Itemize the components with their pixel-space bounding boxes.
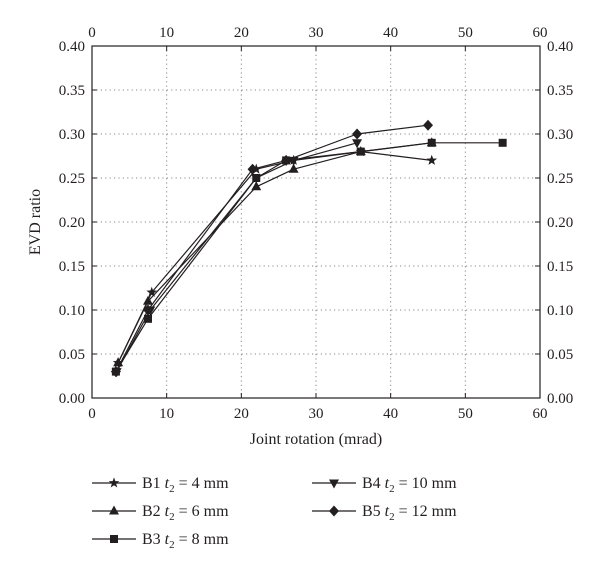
y-tick-label: 0.30 [59, 127, 85, 143]
x-tick-label-top: 20 [234, 25, 249, 41]
series-group [110, 119, 507, 378]
y-tick-label-right: 0.30 [547, 127, 573, 143]
series-line [115, 142, 503, 372]
series-5 [110, 119, 433, 378]
y-tick-label: 0.05 [59, 347, 85, 363]
legend-marker [110, 535, 118, 543]
y-tick-label-right: 0.15 [547, 259, 573, 275]
data-point [352, 139, 363, 149]
series-1 [112, 146, 438, 368]
y-tick-label: 0.20 [59, 215, 85, 231]
x-tick-label-top: 60 [533, 25, 548, 41]
data-point [143, 304, 153, 316]
y-tick-label: 0.10 [59, 303, 85, 319]
x-tick-label: 0 [88, 406, 96, 422]
series-4 [111, 139, 363, 378]
data-point [247, 163, 258, 175]
data-point [352, 128, 363, 140]
data-point [498, 138, 507, 147]
legend-marker [329, 505, 339, 517]
legend-label: B5 t2 = 12 mm [362, 503, 457, 523]
x-axis-title: Joint rotation (mrad) [250, 431, 382, 448]
x-tick-label-top: 50 [458, 25, 473, 41]
data-point [143, 295, 153, 305]
y-tick-label-right: 0.35 [547, 83, 573, 99]
x-tick-label: 20 [234, 406, 249, 422]
series-line [116, 142, 358, 372]
x-tick-label: 60 [533, 406, 548, 422]
series-line [117, 151, 432, 364]
y-tick-label: 0.00 [59, 391, 85, 407]
y-tick-label-right: 0.40 [547, 39, 573, 55]
data-point [427, 138, 436, 147]
x-tick-label-top: 10 [159, 25, 174, 41]
y-tick-label-right: 0.25 [547, 171, 573, 187]
x-tick-label: 50 [458, 406, 473, 422]
x-tick-label-top: 40 [383, 25, 398, 41]
y-tick-label: 0.15 [59, 259, 85, 275]
y-tick-label: 0.25 [59, 171, 85, 187]
x-tick-label: 10 [159, 406, 174, 422]
grid [92, 46, 540, 398]
x-tick-label-top: 0 [88, 25, 96, 41]
x-tick-label: 30 [309, 406, 324, 422]
legend-marker [109, 505, 119, 515]
data-point [423, 119, 433, 131]
legend-label: B3 t2 = 8 mm [142, 531, 229, 551]
legend-label: B4 t2 = 10 mm [362, 475, 457, 495]
y-tick-label-right: 0.10 [547, 303, 573, 319]
data-point [146, 286, 158, 297]
series-line [117, 142, 432, 364]
legend-item: B3 t2 = 8 mm [92, 531, 229, 551]
y-axis-title: EVD ratio [27, 189, 44, 255]
y-tick-label-right: 0.20 [547, 215, 573, 231]
data-point [251, 181, 262, 191]
legend-item: B5 t2 = 12 mm [312, 503, 457, 523]
legend: B1 t2 = 4 mm B2 t2 = 6 mm B3 t2 = 8 mm B4 t… [92, 475, 457, 551]
data-point [281, 154, 292, 166]
series-2 [113, 137, 437, 367]
series-3 [111, 138, 507, 376]
x-tick-label-top: 30 [309, 25, 324, 41]
legend-item: B1 t2 = 4 mm [92, 475, 229, 495]
legend-marker [108, 477, 120, 488]
y-tick-label-right: 0.05 [547, 347, 573, 363]
data-point [356, 147, 365, 156]
data-point [426, 154, 438, 165]
legend-label: B2 t2 = 6 mm [142, 503, 229, 523]
legend-item: B2 t2 = 6 mm [92, 503, 229, 523]
data-point [144, 314, 152, 323]
x-tick-label: 40 [383, 406, 398, 422]
legend-marker [329, 479, 339, 489]
data-point [251, 174, 262, 184]
y-tick-label: 0.40 [59, 39, 85, 55]
legend-item: B4 t2 = 10 mm [312, 475, 457, 495]
y-tick-label: 0.35 [59, 83, 85, 99]
plot-frame [91, 45, 541, 399]
series-line [115, 124, 429, 372]
legend-label: B1 t2 = 4 mm [142, 475, 229, 495]
data-point [288, 163, 299, 173]
data-point [110, 366, 121, 378]
y-tick-label-right: 0.00 [547, 391, 573, 407]
